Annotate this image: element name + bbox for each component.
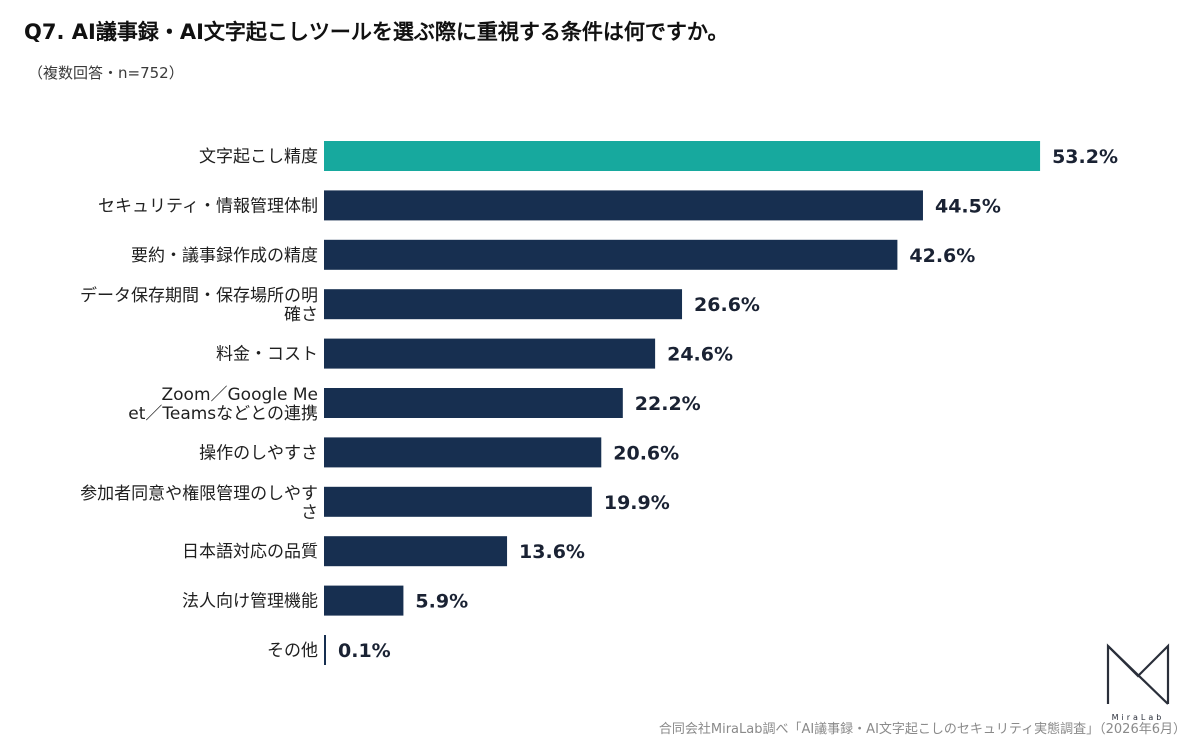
bar-6 — [324, 437, 602, 468]
value-label-5: 22.2% — [635, 393, 701, 415]
bar-8 — [324, 536, 508, 567]
bar-2 — [324, 239, 898, 270]
bar-10 — [324, 635, 326, 665]
bar-7 — [324, 486, 592, 517]
category-label-3: データ保存期間・保存場所の明確さ — [80, 285, 318, 325]
value-label-8: 13.6% — [519, 541, 585, 563]
logo-text: MiraLab — [1112, 713, 1165, 722]
category-label-1: セキュリティ・情報管理体制 — [98, 196, 318, 216]
bar-5 — [324, 388, 623, 418]
category-label-9: 法人向け管理機能 — [182, 592, 318, 612]
chart-title: Q7. AI議事録・AI文字起こしツールを選ぶ際に重視する条件は何ですか。 — [24, 20, 729, 44]
value-label-1: 44.5% — [935, 195, 1001, 217]
category-label-5: Zoom／Google Me et／Teamsなどとの連携 — [128, 385, 318, 424]
bar-9 — [324, 585, 404, 616]
category-label-6: 操作のしやすさ — [199, 443, 318, 463]
category-label-0: 文字起こし精度 — [199, 147, 318, 167]
value-label-10: 0.1% — [338, 640, 391, 662]
chart-subtitle: （複数回答・n=752） — [28, 64, 184, 82]
value-label-6: 20.6% — [613, 442, 679, 464]
source-note: 合同会社MiraLab調べ「AI議事録・AI文字起こしのセキュリティ実態調査」（… — [658, 722, 1186, 737]
value-label-0: 53.2% — [1052, 146, 1118, 168]
category-label-4: 料金・コスト — [216, 345, 318, 365]
category-label-2: 要約・議事録作成の精度 — [131, 246, 318, 266]
bar-0 — [324, 141, 1041, 171]
value-label-3: 26.6% — [694, 294, 760, 316]
value-label-7: 19.9% — [604, 492, 670, 514]
bar-3 — [324, 289, 683, 320]
bar-1 — [324, 190, 923, 221]
category-label-7: 参加者同意や権限管理のしやすさ — [80, 484, 318, 523]
category-label-10: その他 — [267, 641, 318, 661]
miralab-logo-icon: MiraLab — [1106, 643, 1170, 722]
value-label-9: 5.9% — [415, 591, 468, 613]
bar-4 — [324, 338, 656, 369]
value-label-4: 24.6% — [667, 344, 733, 366]
value-label-2: 42.6% — [909, 245, 975, 267]
category-label-8: 日本語対応の品質 — [182, 542, 318, 562]
